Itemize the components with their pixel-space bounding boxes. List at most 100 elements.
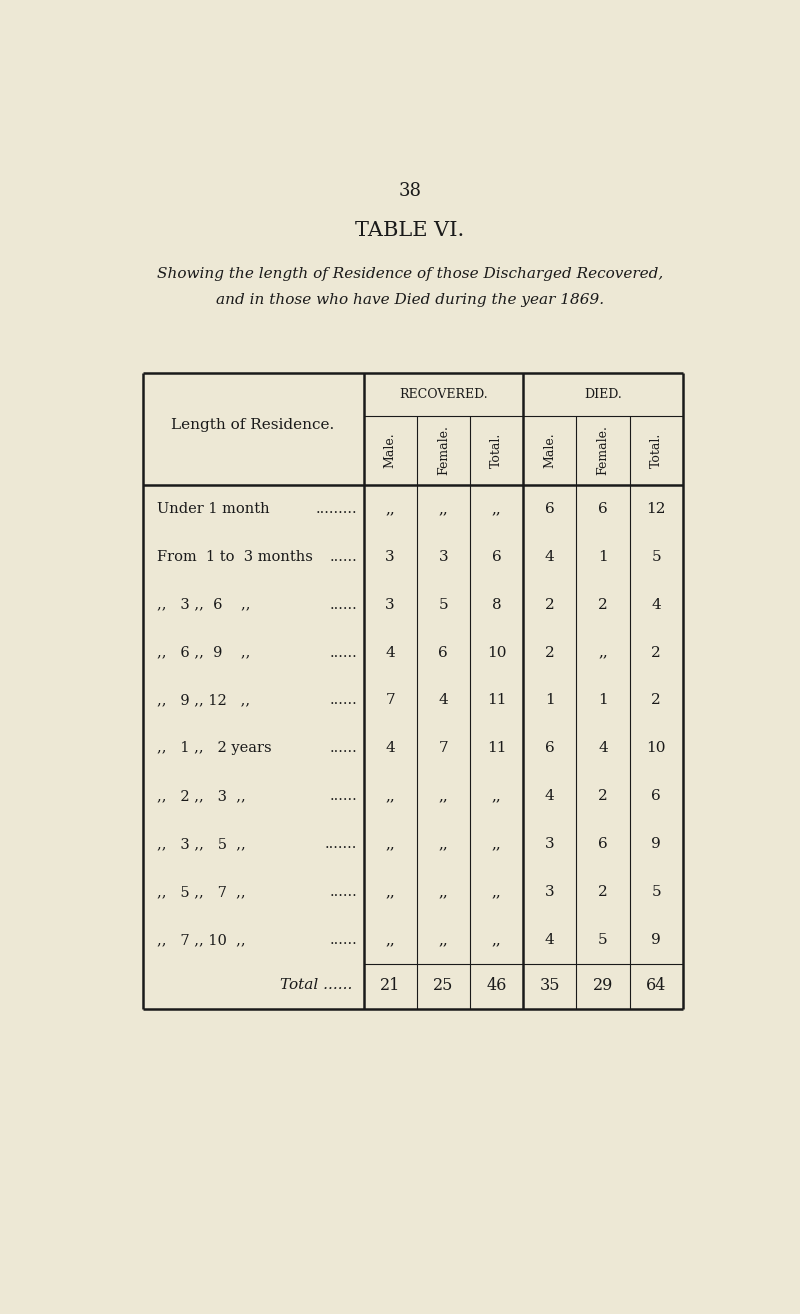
Text: 5: 5 bbox=[651, 549, 661, 564]
Text: 4: 4 bbox=[545, 549, 554, 564]
Text: ,,   3 ,,  6    ,,: ,, 3 ,, 6 ,, bbox=[157, 598, 250, 611]
Text: 4: 4 bbox=[386, 741, 395, 756]
Text: 2: 2 bbox=[651, 645, 661, 660]
Text: Total ......: Total ...... bbox=[280, 979, 353, 992]
Text: 10: 10 bbox=[646, 741, 666, 756]
Text: ,,: ,, bbox=[492, 837, 502, 851]
Text: 4: 4 bbox=[438, 694, 448, 707]
Text: 6: 6 bbox=[598, 837, 608, 851]
Text: 2: 2 bbox=[545, 645, 554, 660]
Text: 2: 2 bbox=[598, 886, 608, 899]
Text: ,,: ,, bbox=[386, 886, 395, 899]
Text: From  1 to  3 months: From 1 to 3 months bbox=[157, 549, 313, 564]
Text: ......: ...... bbox=[330, 694, 358, 707]
Text: RECOVERED.: RECOVERED. bbox=[399, 388, 488, 401]
Text: ,,: ,, bbox=[492, 502, 502, 516]
Text: Length of Residence.: Length of Residence. bbox=[171, 418, 334, 432]
Text: 21: 21 bbox=[380, 976, 400, 993]
Text: 38: 38 bbox=[398, 183, 422, 200]
Text: ......: ...... bbox=[330, 645, 358, 660]
Text: 3: 3 bbox=[386, 549, 395, 564]
Text: 8: 8 bbox=[492, 598, 502, 611]
Text: and in those who have Died during the year 1869.: and in those who have Died during the ye… bbox=[216, 293, 604, 307]
Text: Showing the length of Residence of those Discharged Recovered,: Showing the length of Residence of those… bbox=[157, 267, 663, 281]
Text: ,,: ,, bbox=[386, 933, 395, 947]
Text: ......: ...... bbox=[330, 549, 358, 564]
Text: ,,   5 ,,   7  ,,: ,, 5 ,, 7 ,, bbox=[157, 886, 245, 899]
Text: 2: 2 bbox=[651, 694, 661, 707]
Text: ......: ...... bbox=[330, 741, 358, 756]
Text: 6: 6 bbox=[545, 502, 554, 516]
Text: 2: 2 bbox=[598, 790, 608, 803]
Text: .........: ......... bbox=[316, 502, 358, 516]
Text: 6: 6 bbox=[598, 502, 608, 516]
Text: 2: 2 bbox=[598, 598, 608, 611]
Text: 5: 5 bbox=[651, 886, 661, 899]
Text: 6: 6 bbox=[651, 790, 661, 803]
Text: ,,: ,, bbox=[438, 837, 448, 851]
Text: 3: 3 bbox=[438, 549, 448, 564]
Text: 6: 6 bbox=[492, 549, 502, 564]
Text: ......: ...... bbox=[330, 933, 358, 947]
Text: 64: 64 bbox=[646, 976, 666, 993]
Text: Under 1 month: Under 1 month bbox=[157, 502, 269, 516]
Text: 3: 3 bbox=[545, 837, 554, 851]
Text: ,,   9 ,, 12   ,,: ,, 9 ,, 12 ,, bbox=[157, 694, 250, 707]
Text: 35: 35 bbox=[539, 976, 560, 993]
Text: 3: 3 bbox=[545, 886, 554, 899]
Text: 4: 4 bbox=[651, 598, 661, 611]
Text: 5: 5 bbox=[438, 598, 448, 611]
Text: Female.: Female. bbox=[437, 426, 450, 476]
Text: 6: 6 bbox=[438, 645, 448, 660]
Text: 4: 4 bbox=[545, 933, 554, 947]
Text: ,,: ,, bbox=[386, 790, 395, 803]
Text: Female.: Female. bbox=[597, 426, 610, 476]
Text: ......: ...... bbox=[330, 886, 358, 899]
Text: ,,   3 ,,   5  ,,: ,, 3 ,, 5 ,, bbox=[157, 837, 246, 851]
Text: 12: 12 bbox=[646, 502, 666, 516]
Text: 2: 2 bbox=[545, 598, 554, 611]
Text: 4: 4 bbox=[598, 741, 608, 756]
Text: 5: 5 bbox=[598, 933, 608, 947]
Text: DIED.: DIED. bbox=[584, 388, 622, 401]
Text: ,,: ,, bbox=[438, 502, 448, 516]
Text: 4: 4 bbox=[545, 790, 554, 803]
Text: 7: 7 bbox=[386, 694, 395, 707]
Text: Total.: Total. bbox=[490, 432, 503, 468]
Text: ,,: ,, bbox=[386, 502, 395, 516]
Text: Male.: Male. bbox=[543, 432, 556, 468]
Text: ,,   6 ,,  9    ,,: ,, 6 ,, 9 ,, bbox=[157, 645, 250, 660]
Text: 1: 1 bbox=[598, 694, 608, 707]
Text: ,,: ,, bbox=[438, 886, 448, 899]
Text: ,,: ,, bbox=[386, 837, 395, 851]
Text: ,,   2 ,,   3  ,,: ,, 2 ,, 3 ,, bbox=[157, 790, 246, 803]
Text: ......: ...... bbox=[330, 598, 358, 611]
Text: 25: 25 bbox=[433, 976, 454, 993]
Text: ......: ...... bbox=[330, 790, 358, 803]
Text: 7: 7 bbox=[438, 741, 448, 756]
Text: 9: 9 bbox=[651, 837, 661, 851]
Text: ,,   7 ,, 10  ,,: ,, 7 ,, 10 ,, bbox=[157, 933, 245, 947]
Text: 6: 6 bbox=[545, 741, 554, 756]
Text: ,,: ,, bbox=[598, 645, 608, 660]
Text: 3: 3 bbox=[386, 598, 395, 611]
Text: 10: 10 bbox=[486, 645, 506, 660]
Text: 1: 1 bbox=[545, 694, 554, 707]
Text: TABLE VI.: TABLE VI. bbox=[355, 221, 465, 240]
Text: 11: 11 bbox=[486, 741, 506, 756]
Text: Total.: Total. bbox=[650, 432, 662, 468]
Text: ,,: ,, bbox=[492, 933, 502, 947]
Text: 4: 4 bbox=[386, 645, 395, 660]
Text: 46: 46 bbox=[486, 976, 506, 993]
Text: Male.: Male. bbox=[384, 432, 397, 468]
Text: 29: 29 bbox=[593, 976, 613, 993]
Text: ,,: ,, bbox=[438, 933, 448, 947]
Text: ,,: ,, bbox=[438, 790, 448, 803]
Text: ,,: ,, bbox=[492, 790, 502, 803]
Text: 1: 1 bbox=[598, 549, 608, 564]
Text: ,,   1 ,,   2 years: ,, 1 ,, 2 years bbox=[157, 741, 271, 756]
Text: 11: 11 bbox=[486, 694, 506, 707]
Text: 9: 9 bbox=[651, 933, 661, 947]
Text: ,,: ,, bbox=[492, 886, 502, 899]
Text: .......: ....... bbox=[325, 837, 358, 851]
